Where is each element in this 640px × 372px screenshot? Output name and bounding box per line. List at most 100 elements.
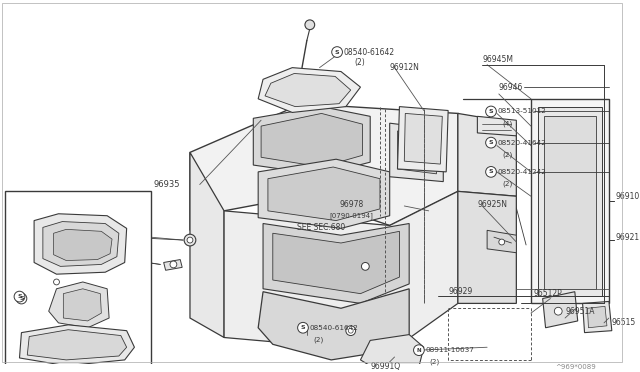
Polygon shape bbox=[538, 107, 602, 296]
Polygon shape bbox=[190, 153, 224, 337]
Polygon shape bbox=[397, 131, 436, 174]
Circle shape bbox=[16, 293, 27, 304]
Text: (2): (2) bbox=[355, 58, 365, 67]
Text: 96991Q: 96991Q bbox=[370, 362, 401, 371]
Polygon shape bbox=[582, 301, 612, 333]
Circle shape bbox=[486, 106, 497, 117]
Polygon shape bbox=[19, 325, 134, 366]
Circle shape bbox=[305, 20, 315, 30]
Polygon shape bbox=[43, 222, 119, 266]
Text: 96935: 96935 bbox=[154, 180, 180, 189]
Circle shape bbox=[170, 261, 177, 268]
Text: 08520-41642: 08520-41642 bbox=[498, 140, 547, 146]
Text: 96515: 96515 bbox=[612, 318, 636, 327]
Circle shape bbox=[187, 237, 193, 243]
Text: 96921: 96921 bbox=[616, 232, 640, 242]
Text: (4): (4) bbox=[29, 305, 39, 311]
Polygon shape bbox=[263, 224, 409, 304]
Polygon shape bbox=[258, 289, 409, 360]
Text: N: N bbox=[417, 348, 421, 353]
Circle shape bbox=[298, 323, 308, 333]
Text: 08540-51212: 08540-51212 bbox=[26, 294, 73, 299]
Text: 96929: 96929 bbox=[448, 287, 472, 296]
Polygon shape bbox=[265, 74, 351, 107]
Polygon shape bbox=[397, 107, 448, 172]
Polygon shape bbox=[531, 99, 609, 304]
Text: (4): (4) bbox=[502, 121, 513, 127]
Text: AT: AT bbox=[12, 199, 26, 209]
Polygon shape bbox=[63, 289, 101, 321]
Polygon shape bbox=[543, 292, 578, 328]
Polygon shape bbox=[458, 191, 516, 304]
Text: (2): (2) bbox=[502, 180, 513, 187]
Polygon shape bbox=[164, 260, 182, 270]
Polygon shape bbox=[253, 107, 370, 175]
Text: AT: AT bbox=[10, 196, 22, 206]
Text: 96512P: 96512P bbox=[534, 289, 563, 298]
Circle shape bbox=[184, 234, 196, 246]
Text: S: S bbox=[335, 49, 339, 55]
Polygon shape bbox=[588, 306, 607, 328]
Text: (2): (2) bbox=[502, 151, 513, 158]
Polygon shape bbox=[54, 230, 112, 260]
Circle shape bbox=[54, 279, 60, 285]
Polygon shape bbox=[258, 68, 360, 112]
Polygon shape bbox=[258, 159, 390, 228]
Text: 96910X: 96910X bbox=[102, 252, 132, 261]
Polygon shape bbox=[273, 231, 399, 294]
Polygon shape bbox=[190, 104, 458, 230]
Bar bbox=[5, 191, 151, 367]
Polygon shape bbox=[224, 191, 458, 352]
Circle shape bbox=[554, 307, 562, 315]
Text: S: S bbox=[19, 296, 24, 301]
Circle shape bbox=[486, 137, 497, 148]
Polygon shape bbox=[268, 167, 380, 221]
Circle shape bbox=[362, 263, 369, 270]
Text: S: S bbox=[489, 169, 493, 174]
Text: (2): (2) bbox=[429, 359, 440, 365]
Text: SEE SEC.680: SEE SEC.680 bbox=[297, 223, 346, 232]
Polygon shape bbox=[543, 116, 596, 289]
Text: 96940: 96940 bbox=[58, 346, 83, 355]
Text: S: S bbox=[489, 109, 493, 114]
Text: ^969*0089: ^969*0089 bbox=[556, 364, 596, 370]
Circle shape bbox=[486, 167, 497, 177]
Polygon shape bbox=[487, 230, 516, 253]
Circle shape bbox=[348, 328, 353, 333]
Text: 08911-10637: 08911-10637 bbox=[426, 347, 475, 353]
Polygon shape bbox=[261, 113, 362, 167]
Text: 08540-61642: 08540-61642 bbox=[310, 325, 358, 331]
Text: 96925N: 96925N bbox=[477, 199, 508, 209]
Text: S: S bbox=[301, 325, 305, 330]
Polygon shape bbox=[458, 113, 516, 196]
Text: 08520-41242: 08520-41242 bbox=[498, 169, 547, 175]
Circle shape bbox=[413, 345, 424, 356]
Circle shape bbox=[346, 326, 356, 336]
Text: (2): (2) bbox=[314, 336, 324, 343]
Text: S: S bbox=[489, 140, 493, 145]
Polygon shape bbox=[360, 334, 424, 372]
Text: S: S bbox=[17, 294, 22, 299]
Polygon shape bbox=[28, 330, 127, 360]
Text: 08540-61642: 08540-61642 bbox=[344, 48, 395, 57]
Circle shape bbox=[332, 47, 342, 57]
Circle shape bbox=[14, 291, 25, 302]
Text: [0790-0893]: [0790-0893] bbox=[102, 264, 147, 271]
Polygon shape bbox=[34, 214, 127, 274]
Text: 96951A: 96951A bbox=[565, 307, 595, 316]
Text: 96910: 96910 bbox=[616, 192, 640, 201]
Polygon shape bbox=[390, 123, 444, 182]
Circle shape bbox=[499, 239, 505, 245]
Text: 96942: 96942 bbox=[110, 284, 134, 293]
Text: 96978: 96978 bbox=[339, 199, 364, 209]
Polygon shape bbox=[49, 282, 109, 328]
Polygon shape bbox=[477, 116, 516, 136]
Text: 96945M: 96945M bbox=[483, 55, 513, 64]
Text: 96941: 96941 bbox=[44, 213, 68, 222]
Text: 96912A: 96912A bbox=[102, 229, 132, 238]
Text: 08513-51012: 08513-51012 bbox=[498, 109, 547, 115]
Polygon shape bbox=[404, 113, 442, 164]
Text: 96946: 96946 bbox=[499, 83, 523, 92]
Text: [0790-0194]: [0790-0194] bbox=[330, 212, 373, 219]
Text: 96912N: 96912N bbox=[390, 63, 420, 72]
